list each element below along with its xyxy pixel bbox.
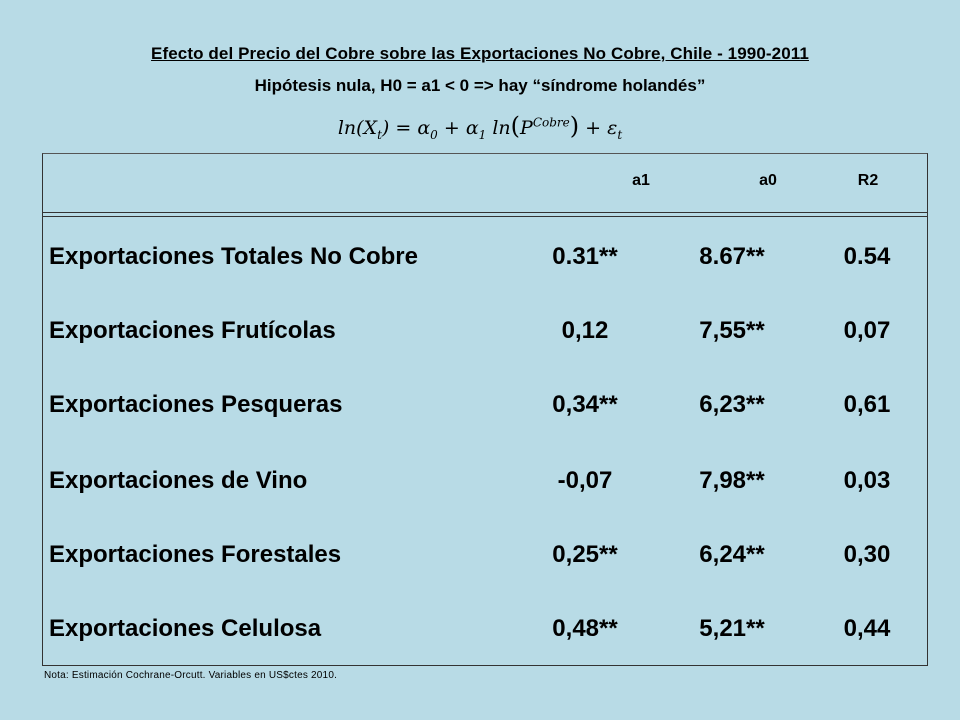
table-row: Exportaciones Celulosa 0,48** 5,21** 0,4… bbox=[43, 609, 927, 649]
cell-a1: 0,34** bbox=[552, 391, 618, 418]
formula-lhs-sub: t bbox=[377, 127, 382, 142]
regression-formula: ln(Xt) = α0 + α1 ln(PCobre) + εt bbox=[0, 112, 960, 142]
formula-plus1: + bbox=[437, 117, 466, 139]
table-footnote: Nota: Estimación Cochrane-Orcutt. Variab… bbox=[44, 670, 338, 681]
formula-open-paren: ( bbox=[510, 112, 521, 140]
row-label: Exportaciones Pesqueras bbox=[49, 391, 343, 418]
cell-a0: 6,23** bbox=[699, 391, 765, 418]
table-header: a1 a0 R2 bbox=[43, 154, 927, 217]
cell-a1: 0,12 bbox=[561, 317, 609, 344]
header-divider-top bbox=[43, 212, 927, 213]
formula-p: P bbox=[520, 117, 533, 139]
cell-a1: 0,48** bbox=[552, 615, 618, 642]
formula-p-sup: Cobre bbox=[532, 115, 570, 130]
cell-a1: 0.31** bbox=[552, 243, 618, 270]
formula-ln: ln bbox=[486, 117, 511, 139]
cell-r2: 0,07 bbox=[843, 317, 891, 344]
cell-a0: 5,21** bbox=[699, 615, 765, 642]
formula-close-paren: ) bbox=[569, 112, 580, 140]
header-a1: a1 bbox=[632, 172, 650, 189]
slide-title: Efecto del Precio del Cobre sobre las Ex… bbox=[151, 44, 809, 63]
row-label: Exportaciones Totales No Cobre bbox=[49, 243, 418, 270]
cell-r2: 0,61 bbox=[843, 391, 891, 418]
cell-a1: -0,07 bbox=[557, 467, 613, 494]
cell-a1: 0,25** bbox=[552, 541, 618, 568]
header-divider-bottom bbox=[43, 216, 927, 217]
cell-a0: 8.67** bbox=[699, 243, 765, 270]
table-row: Exportaciones Frutícolas 0,12 7,55** 0,0… bbox=[43, 311, 927, 351]
cell-r2: 0,30 bbox=[843, 541, 891, 568]
formula-alpha0-sub: 0 bbox=[430, 127, 438, 142]
cell-r2: 0,44 bbox=[843, 615, 891, 642]
cell-a0: 6,24** bbox=[699, 541, 765, 568]
results-table: a1 a0 R2 Exportaciones Totales No Cobre … bbox=[42, 153, 928, 666]
formula-alpha1-sub: 1 bbox=[478, 127, 487, 142]
row-label: Exportaciones Frutícolas bbox=[49, 317, 336, 344]
formula-alpha1: α bbox=[465, 117, 479, 139]
table-row: Exportaciones Totales No Cobre 0.31** 8.… bbox=[43, 237, 927, 277]
table-row: Exportaciones Pesqueras 0,34** 6,23** 0,… bbox=[43, 385, 927, 425]
row-label: Exportaciones Forestales bbox=[49, 541, 342, 568]
header-r2: R2 bbox=[857, 172, 879, 189]
table-row: Exportaciones de Vino -0,07 7,98** 0,03 bbox=[43, 461, 927, 501]
cell-r2: 0,03 bbox=[843, 467, 891, 494]
cell-r2: 0.54 bbox=[843, 243, 891, 270]
header-a0: a0 bbox=[759, 172, 777, 189]
formula-alpha0: α bbox=[417, 117, 431, 139]
row-label: Exportaciones Celulosa bbox=[49, 615, 322, 642]
formula-eps-sub: t bbox=[617, 127, 623, 142]
cell-a0: 7,55** bbox=[699, 317, 765, 344]
cell-a0: 7,98** bbox=[699, 467, 765, 494]
formula-lhs-close: ) = bbox=[381, 117, 418, 139]
slide-subtitle: Hipótesis nula, H0 = a1 < 0 => hay “sínd… bbox=[254, 76, 706, 95]
row-label: Exportaciones de Vino bbox=[49, 467, 308, 494]
table-row: Exportaciones Forestales 0,25** 6,24** 0… bbox=[43, 535, 927, 575]
formula-plus2: + ε bbox=[579, 117, 618, 139]
formula-lhs: ln(X bbox=[337, 117, 378, 139]
